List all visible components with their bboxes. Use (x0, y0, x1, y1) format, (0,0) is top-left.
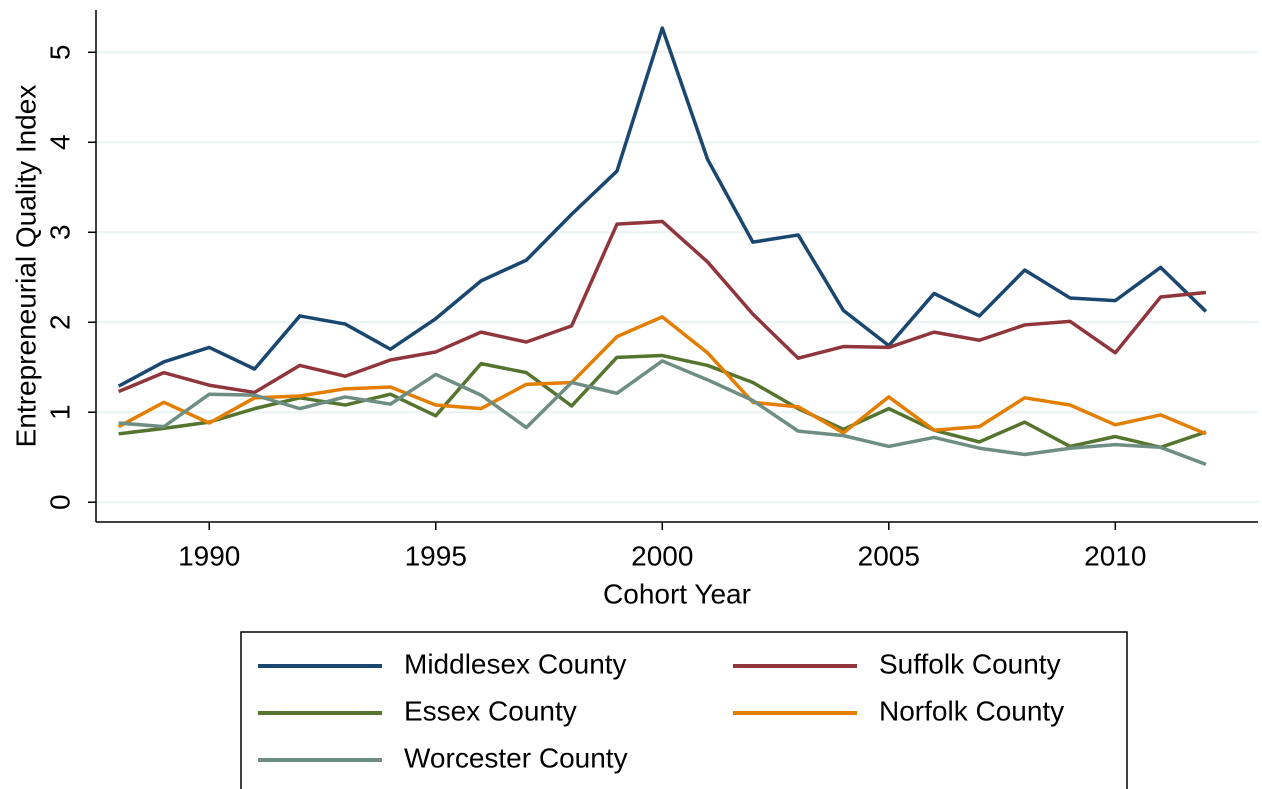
legend-label: Middlesex County (404, 648, 627, 679)
x-tick-label: 1995 (405, 540, 467, 571)
x-axis-title: Cohort Year (603, 578, 751, 609)
y-tick-label: 2 (44, 314, 75, 330)
y-tick-label: 3 (44, 224, 75, 240)
series-line (117, 26, 1208, 388)
series-line (117, 219, 1207, 395)
series-line (117, 315, 1207, 436)
legend-label: Suffolk County (879, 648, 1061, 679)
y-tick-label: 1 (44, 404, 75, 420)
y-tick-label: 5 (44, 45, 75, 61)
series-line (118, 353, 1207, 450)
legend-box (240, 631, 1128, 789)
legend-label: Norfolk County (879, 695, 1064, 726)
x-tick-label: 2005 (858, 540, 920, 571)
legend-label: Worcester County (404, 742, 628, 773)
legend-label: Essex County (404, 695, 577, 726)
y-axis-title: Entrepreneurial Quality Index (10, 85, 41, 448)
y-tick-label: 0 (44, 494, 75, 510)
series-line (118, 359, 1207, 467)
x-tick-label: 2010 (1084, 540, 1146, 571)
x-tick-label: 1990 (178, 540, 240, 571)
y-tick-label: 4 (44, 134, 75, 150)
x-tick-label: 2000 (631, 540, 693, 571)
